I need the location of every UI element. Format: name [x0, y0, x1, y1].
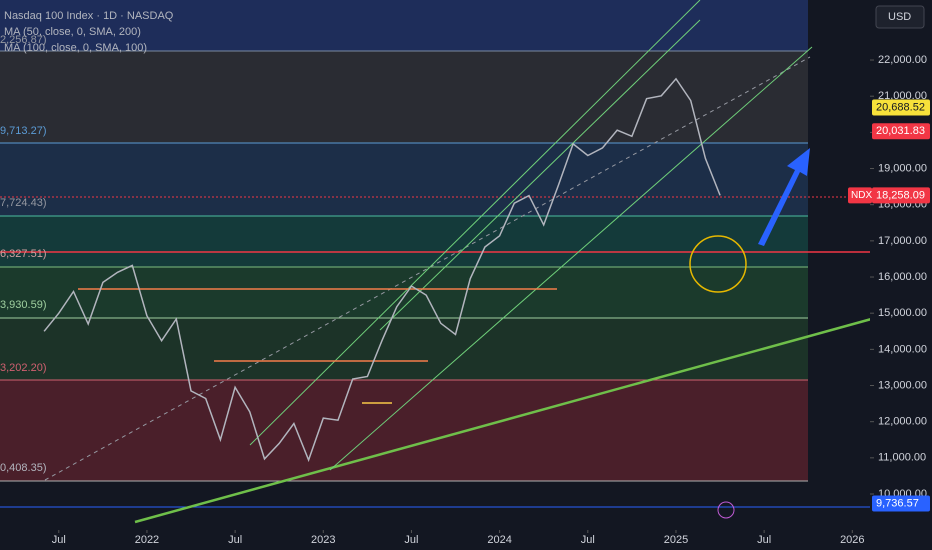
x-tick-label: Jul — [757, 534, 771, 546]
x-tick-label: 2024 — [487, 534, 511, 546]
x-tick-label: Jul — [581, 534, 595, 546]
y-tick-label: 21,000.00 — [878, 90, 927, 102]
x-tick-label: 2025 — [664, 534, 688, 546]
drawings — [44, 0, 876, 524]
x-tick-label: 2026 — [840, 534, 864, 546]
indicator: MA (50, close, 0, SMA, 200) — [4, 26, 141, 38]
level-label: 6,327.51) — [0, 248, 46, 260]
price-badge-label: 18,258.09 — [876, 189, 925, 201]
y-tick-label: 11,000.00 — [878, 452, 926, 464]
y-tick-label: 12,000.00 — [878, 416, 927, 428]
level-label: 3,202.20) — [0, 362, 46, 374]
y-tick-label: 14,000.00 — [878, 343, 927, 355]
x-tick-label: 2022 — [135, 534, 159, 546]
price-line — [43, 77, 721, 463]
x-tick-label: Jul — [228, 534, 242, 546]
x-tick-label: Jul — [52, 534, 66, 546]
symbol-title: Nasdaq 100 Index · 1D · NASDAQ — [4, 10, 174, 22]
y-tick-label: 22,000.00 — [878, 54, 927, 66]
plot — [43, 77, 721, 463]
price-badge — [872, 495, 930, 512]
indicator: MA (100, close, 0, SMA, 100) — [4, 42, 147, 54]
y-tick-label: 16,000.00 — [878, 271, 927, 283]
level-label: 7,724.43) — [0, 197, 46, 209]
level-label: 9,713.27) — [0, 125, 46, 137]
price-badge — [872, 187, 930, 204]
y-tick-label: 19,000.00 — [878, 162, 927, 174]
fib-zones — [0, 0, 870, 508]
price-badge — [872, 99, 930, 116]
price-badge-label: 20,688.52 — [876, 101, 925, 113]
level-label: 3,930.59) — [0, 299, 46, 311]
level-label: 2,256.87) — [0, 34, 46, 46]
symbol-badge-label: NDX — [851, 190, 872, 201]
price-badge-label: 20,031.83 — [876, 125, 925, 137]
price-badge-label: 9,736.57 — [876, 497, 919, 509]
x-tick-label: 2023 — [311, 534, 335, 546]
currency[interactable]: USD — [888, 11, 911, 23]
y-tick-label: 17,000.00 — [878, 235, 927, 247]
currency-button[interactable] — [875, 5, 925, 29]
level-label: 0,408.35) — [0, 462, 46, 474]
time-axis — [0, 530, 932, 550]
y-tick-label: 15,000.00 — [878, 307, 927, 319]
price-badge — [872, 123, 930, 140]
price-axis — [870, 0, 932, 530]
y-tick-label: 13,000.00 — [878, 379, 927, 391]
x-tick-label: Jul — [404, 534, 418, 546]
symbol-badge — [848, 187, 872, 204]
